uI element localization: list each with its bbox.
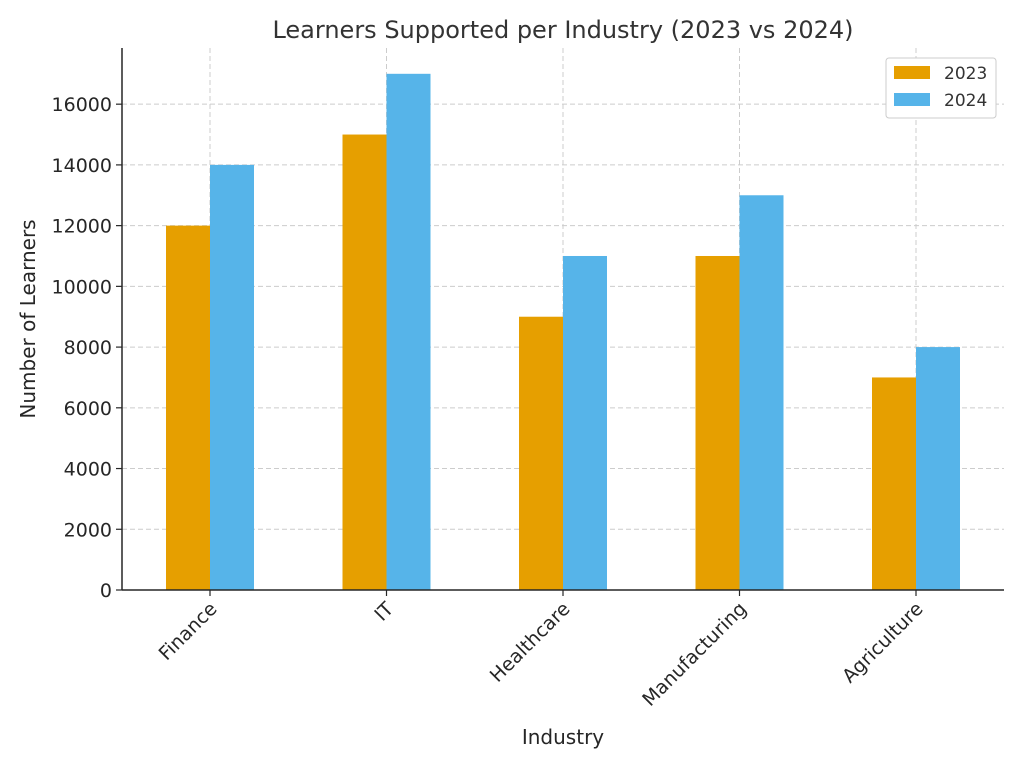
x-axis-title: Industry	[522, 725, 604, 749]
y-tick-label: 4000	[64, 459, 112, 481]
bar-2023-it	[342, 134, 387, 590]
bar-2024-healthcare	[563, 255, 607, 591]
legend: 2023 2024	[885, 57, 997, 119]
bar-2023-manufacturing	[695, 255, 740, 591]
y-tick-label: 6000	[64, 398, 112, 420]
bar-2023-agriculture	[872, 377, 916, 590]
x-tick-label: Finance	[155, 598, 222, 665]
legend-label-2023: 2023	[944, 64, 987, 84]
y-axis-ticks: 0 2000 4000 6000 8000 10000 12000 14000 16000	[52, 94, 122, 602]
x-tick-label: Manufacturing	[638, 598, 751, 711]
y-tick-label: 2000	[64, 519, 112, 541]
x-tick-label: Agriculture	[838, 598, 927, 687]
legend-label-2024: 2024	[944, 91, 987, 111]
legend-swatch-2023	[894, 66, 930, 79]
chart-title: Learners Supported per Industry (2023 vs…	[272, 16, 853, 44]
y-tick-label: 8000	[64, 337, 112, 359]
y-tick-label: 14000	[52, 155, 112, 177]
bar-2023-healthcare	[519, 316, 563, 590]
y-tick-label: 10000	[52, 276, 112, 298]
bar-2024-agriculture	[916, 347, 960, 590]
bar-2024-manufacturing	[739, 195, 784, 590]
y-tick-label: 16000	[52, 94, 112, 116]
y-tick-label: 12000	[52, 216, 112, 238]
x-tick-label: IT	[370, 598, 398, 626]
bar-2024-it	[386, 73, 431, 591]
bars	[166, 73, 960, 591]
x-axis-ticks: Finance IT Healthcare Manufacturing Agricult…	[155, 590, 928, 711]
legend-swatch-2024	[894, 93, 930, 106]
x-tick-label: Healthcare	[486, 598, 575, 687]
bar-2024-finance	[210, 164, 254, 590]
bar-2023-finance	[166, 225, 210, 590]
y-axis-title: Number of Learners	[16, 219, 40, 418]
y-tick-label: 0	[100, 580, 112, 602]
